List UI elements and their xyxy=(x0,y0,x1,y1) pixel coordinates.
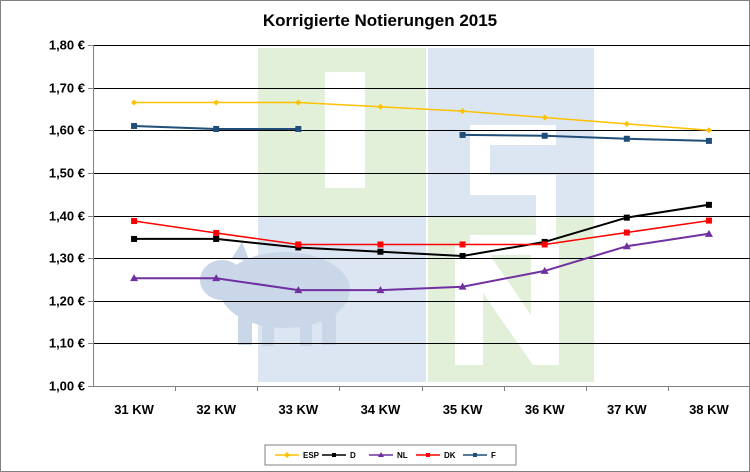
data-point xyxy=(623,135,630,142)
watermark-letter-n xyxy=(455,245,559,365)
data-point xyxy=(212,274,221,282)
x-tick-label: 33 KW xyxy=(278,402,318,417)
y-tick-label: 1,40 € xyxy=(49,209,85,224)
y-tick-label: 1,10 € xyxy=(49,336,85,351)
data-point xyxy=(705,217,712,224)
data-point xyxy=(459,241,466,248)
data-point xyxy=(131,218,138,225)
watermark-letter-s xyxy=(470,125,556,255)
series-line xyxy=(134,101,709,131)
data-point xyxy=(459,131,466,138)
data-point xyxy=(213,99,220,106)
data-point xyxy=(623,229,630,236)
data-point xyxy=(295,241,302,248)
data-point xyxy=(426,453,430,457)
data-point xyxy=(378,452,384,457)
legend-items: ESP D NL DK F xyxy=(275,451,496,460)
data-point xyxy=(623,214,630,221)
data-point xyxy=(131,99,138,106)
isn-logo-watermark xyxy=(200,48,594,382)
y-tick-label: 1,30 € xyxy=(49,251,85,266)
data-point xyxy=(294,286,303,294)
data-point xyxy=(459,108,466,115)
data-point xyxy=(704,229,713,237)
legend-label: D xyxy=(350,451,356,460)
x-tick-label: 32 KW xyxy=(196,402,236,417)
data-point xyxy=(473,453,477,457)
data-point xyxy=(295,99,302,106)
data-point xyxy=(284,452,290,458)
series-esp xyxy=(131,99,712,134)
legend-item-d: D xyxy=(322,451,356,460)
legend-item-dk: DK xyxy=(416,451,456,460)
data-point xyxy=(623,120,630,127)
data-point xyxy=(377,241,384,248)
data-point xyxy=(541,132,548,139)
data-point xyxy=(213,235,220,242)
legend-item-f: F xyxy=(463,451,496,460)
grid-layer xyxy=(88,45,750,391)
y-tick-label: 1,50 € xyxy=(49,166,85,181)
y-tick-label: 1,70 € xyxy=(49,81,85,96)
data-point xyxy=(541,241,548,248)
series-nl xyxy=(130,229,713,294)
data-point xyxy=(377,103,384,110)
legend-label: NL xyxy=(397,451,408,460)
series-line xyxy=(134,203,710,258)
legend: ESP D NL DK F xyxy=(264,444,517,466)
legend-label: ESP xyxy=(303,451,320,460)
data-point xyxy=(213,229,220,236)
x-tick-label: 31 KW xyxy=(114,402,154,417)
series-layer xyxy=(130,99,713,294)
x-tick-labels: 31 KW 32 KW 33 KW 34 KW 35 KW 36 KW 37 KW 38 KW xyxy=(114,402,729,417)
legend-item-nl: NL xyxy=(369,451,408,460)
legend-item-esp: ESP xyxy=(275,451,320,460)
series-line xyxy=(462,133,709,142)
x-tick-label: 34 KW xyxy=(361,402,401,417)
data-point xyxy=(332,453,336,457)
data-point xyxy=(131,122,138,129)
data-point xyxy=(295,125,302,132)
data-point xyxy=(131,235,138,242)
x-tick-label: 38 KW xyxy=(689,402,729,417)
series-dk xyxy=(131,217,712,248)
data-point xyxy=(705,137,712,144)
legend-label: F xyxy=(491,451,496,460)
data-point xyxy=(459,252,466,259)
y-tick-label: 1,20 € xyxy=(49,294,85,309)
x-tick-label: 36 KW xyxy=(525,402,565,417)
data-point xyxy=(705,201,712,208)
data-point xyxy=(622,242,631,250)
data-point xyxy=(541,114,548,121)
data-point xyxy=(213,125,220,132)
series-f xyxy=(131,122,712,144)
y-tick-labels: 1,00 € 1,10 € 1,20 € 1,30 € 1,40 € 1,50 € 1,60… xyxy=(49,38,85,394)
y-tick-label: 1,80 € xyxy=(49,38,85,53)
data-point xyxy=(540,266,549,274)
data-point xyxy=(705,127,712,134)
chart-title: Korrigierte Notierungen 2015 xyxy=(263,11,497,30)
legend-label: DK xyxy=(444,451,456,460)
data-point xyxy=(130,274,139,282)
y-tick-label: 1,60 € xyxy=(49,123,85,138)
data-point xyxy=(458,282,467,290)
series-line xyxy=(133,219,710,246)
y-tick-label: 1,00 € xyxy=(49,379,85,394)
x-tick-label: 37 KW xyxy=(607,402,647,417)
data-point xyxy=(376,286,385,294)
data-point xyxy=(377,248,384,255)
series-line xyxy=(134,232,710,292)
x-tick-label: 35 KW xyxy=(443,402,483,417)
